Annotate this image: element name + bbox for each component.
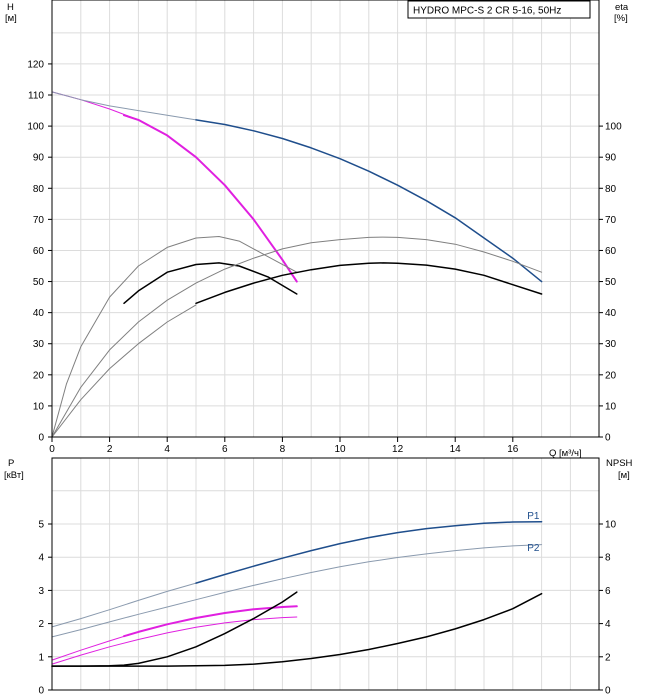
y-left-tick-label: 4 bbox=[38, 553, 44, 564]
efficiency-axis-name: eta bbox=[615, 2, 629, 13]
series-line bbox=[51, 236, 298, 438]
y-right-tick-label: 50 bbox=[605, 277, 617, 288]
chart-title: HYDRO MPC-S 2 CR 5-16, 50Hz bbox=[413, 6, 561, 17]
y-left-tick-label: 3 bbox=[38, 586, 44, 597]
x-tick-label: 0 bbox=[49, 444, 55, 455]
y-right-tick-label: 80 bbox=[605, 184, 617, 195]
power-axis-name: P bbox=[8, 458, 14, 469]
y-left-tick-label: 1 bbox=[38, 652, 44, 663]
head-axis-unit: [м] bbox=[5, 13, 17, 24]
series-line bbox=[123, 114, 298, 283]
y-left-tick-label: 30 bbox=[33, 339, 45, 350]
power-series-labels: P1 P2 bbox=[527, 511, 540, 554]
y-right-tick-label: 20 bbox=[605, 370, 617, 381]
y-right-tick-label: 10 bbox=[605, 520, 617, 531]
series-line bbox=[51, 91, 197, 121]
series-line bbox=[51, 582, 197, 628]
y-right-tick-label: 0 bbox=[605, 686, 611, 697]
y-left-tick-label: 60 bbox=[33, 246, 45, 257]
series-line bbox=[51, 592, 543, 667]
head-efficiency-grid bbox=[52, 0, 599, 437]
x-tick-label: 8 bbox=[280, 444, 286, 455]
efficiency-axis-unit: [%] bbox=[614, 13, 628, 24]
head-efficiency-panel: 0 2 4 6 8 10 12 14 16010203040506070809010011012… bbox=[5, 0, 629, 459]
y-left-tick-label: 100 bbox=[27, 122, 44, 133]
flow-axis-label: Q [м³/ч] bbox=[549, 448, 582, 459]
head-efficiency-frame bbox=[51, 0, 600, 438]
y-left-tick-label: 20 bbox=[33, 370, 45, 381]
x-tick-label: 10 bbox=[334, 444, 346, 455]
power-axis-unit: [кВт] bbox=[4, 470, 24, 481]
series-line bbox=[195, 262, 543, 305]
y-right-tick-label: 40 bbox=[605, 308, 617, 319]
x-tick-label: 12 bbox=[392, 444, 404, 455]
head-efficiency-ticks: 0 2 4 6 8 10 12 14 16010203040506070809010011012… bbox=[27, 59, 622, 455]
series-line bbox=[51, 591, 298, 667]
y-left-tick-label: 2 bbox=[38, 619, 44, 630]
y-left-tick-label: 50 bbox=[33, 277, 45, 288]
npsh-axis-name: NPSH bbox=[606, 458, 633, 469]
y-right-tick-label: 90 bbox=[605, 153, 617, 164]
series-label: P1 bbox=[527, 511, 540, 522]
y-left-tick-label: 0 bbox=[38, 433, 44, 444]
series-line bbox=[51, 304, 197, 438]
power-npsh-panel: 0 1 2 3 4 5 0 2 4 6 8 10 P1 P2 P [кВт] NPSH [м] bbox=[4, 457, 633, 697]
series-line bbox=[51, 236, 543, 438]
series-line bbox=[51, 91, 298, 283]
y-left-tick-label: 70 bbox=[33, 215, 45, 226]
y-right-tick-label: 100 bbox=[605, 122, 622, 133]
power-npsh-frame bbox=[51, 457, 600, 691]
y-left-tick-label: 5 bbox=[38, 520, 44, 531]
head-axis-name: H bbox=[7, 2, 14, 13]
y-left-tick-label: 90 bbox=[33, 153, 45, 164]
series-line bbox=[51, 616, 298, 665]
head-efficiency-series bbox=[51, 91, 543, 438]
y-right-tick-label: 8 bbox=[605, 553, 611, 564]
x-tick-label: 16 bbox=[507, 444, 519, 455]
power-npsh-series bbox=[51, 520, 543, 667]
y-left-tick-label: 10 bbox=[33, 401, 45, 412]
series-line bbox=[195, 119, 543, 283]
y-right-tick-label: 10 bbox=[605, 401, 617, 412]
npsh-axis-unit: [м] bbox=[618, 470, 630, 481]
series-line bbox=[123, 605, 298, 638]
title-box bbox=[407, 0, 591, 19]
y-right-tick-label: 2 bbox=[605, 652, 611, 663]
power-npsh-grid bbox=[52, 458, 599, 690]
x-tick-label: 14 bbox=[450, 444, 462, 455]
series-line bbox=[51, 544, 543, 638]
series-label: P2 bbox=[527, 543, 540, 554]
x-tick-label: 4 bbox=[164, 444, 170, 455]
y-right-tick-label: 4 bbox=[605, 619, 611, 630]
x-tick-label: 2 bbox=[107, 444, 113, 455]
y-left-tick-label: 80 bbox=[33, 184, 45, 195]
y-left-tick-label: 0 bbox=[38, 686, 44, 697]
y-left-tick-label: 40 bbox=[33, 308, 45, 319]
y-left-tick-label: 120 bbox=[27, 59, 44, 70]
power-npsh-ticks: 0 1 2 3 4 5 0 2 4 6 8 10 bbox=[38, 520, 616, 697]
y-right-tick-label: 70 bbox=[605, 215, 617, 226]
series-line bbox=[195, 520, 543, 584]
y-right-tick-label: 0 bbox=[605, 433, 611, 444]
series-line bbox=[123, 262, 298, 305]
y-right-tick-label: 60 bbox=[605, 246, 617, 257]
x-tick-label: 6 bbox=[222, 444, 228, 455]
y-left-tick-label: 110 bbox=[28, 91, 44, 102]
y-right-tick-label: 6 bbox=[605, 586, 611, 597]
y-right-tick-label: 30 bbox=[605, 339, 617, 350]
